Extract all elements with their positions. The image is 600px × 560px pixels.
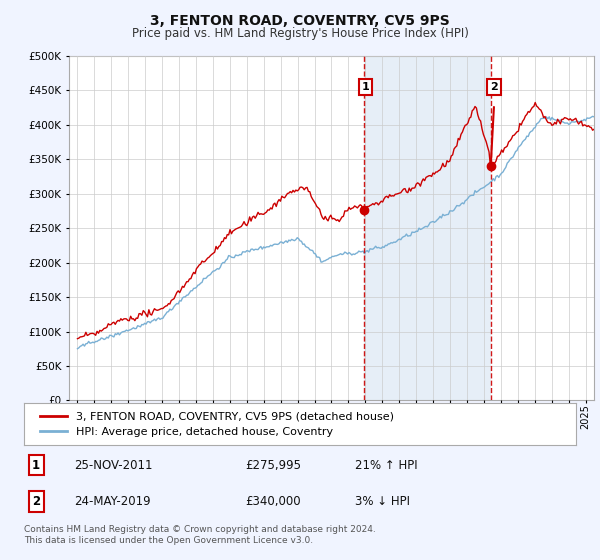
Text: 21% ↑ HPI: 21% ↑ HPI bbox=[355, 459, 418, 472]
Text: 3% ↓ HPI: 3% ↓ HPI bbox=[355, 495, 410, 508]
Text: Contains HM Land Registry data © Crown copyright and database right 2024.
This d: Contains HM Land Registry data © Crown c… bbox=[24, 525, 376, 545]
Text: 2: 2 bbox=[490, 82, 498, 92]
Text: 25-NOV-2011: 25-NOV-2011 bbox=[74, 459, 152, 472]
Text: 3, FENTON ROAD, COVENTRY, CV5 9PS: 3, FENTON ROAD, COVENTRY, CV5 9PS bbox=[150, 14, 450, 28]
Text: £340,000: £340,000 bbox=[245, 495, 301, 508]
Text: 1: 1 bbox=[32, 459, 40, 472]
Text: Price paid vs. HM Land Registry's House Price Index (HPI): Price paid vs. HM Land Registry's House … bbox=[131, 27, 469, 40]
Legend: 3, FENTON ROAD, COVENTRY, CV5 9PS (detached house), HPI: Average price, detached: 3, FENTON ROAD, COVENTRY, CV5 9PS (detac… bbox=[35, 407, 398, 441]
Text: 1: 1 bbox=[361, 82, 369, 92]
Text: 2: 2 bbox=[32, 495, 40, 508]
Text: 24-MAY-2019: 24-MAY-2019 bbox=[74, 495, 151, 508]
Bar bbox=[364, 56, 491, 400]
Text: £275,995: £275,995 bbox=[245, 459, 301, 472]
